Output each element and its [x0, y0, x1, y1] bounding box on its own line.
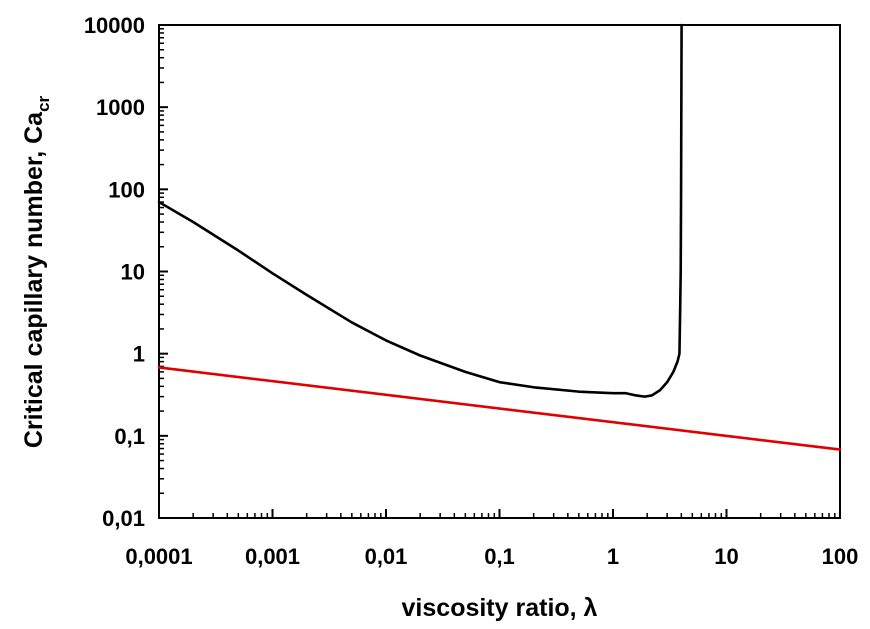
y-axis-label-subscript: cr: [34, 95, 53, 111]
x-tick-label: 0,001: [245, 544, 300, 569]
y-tick-label: 100: [108, 177, 145, 202]
y-tick-label: 0,01: [102, 506, 145, 531]
x-tick-labels: 0,0001 0,001 0,01 0,1 1 10 100: [125, 544, 858, 569]
y-tick-label: 1000: [96, 95, 145, 120]
y-tick-label: 10000: [84, 13, 145, 38]
y-tick-label: 0,1: [114, 424, 145, 449]
critical-capillary-curve: [157, 23, 683, 398]
y-axis-label: Critical capillary number, Cacr: [20, 95, 53, 448]
x-axis-label: viscosity ratio, λ: [402, 594, 598, 622]
y-tick-labels: 0,01 0,1 1 10 100 1000 10000: [84, 13, 145, 531]
series-layer: [157, 23, 842, 451]
x-tick-label: 0,01: [365, 544, 408, 569]
x-tick-label: 0,0001: [125, 544, 192, 569]
x-tick-label: 10: [714, 544, 738, 569]
x-tick-label: 100: [822, 544, 859, 569]
plot-area: [158, 24, 841, 519]
red-reference-line: [157, 366, 842, 451]
minor-ticks: [159, 28, 836, 518]
y-axis-label-main: Critical capillary number, Ca: [20, 111, 48, 448]
x-tick-label: 0,1: [484, 544, 515, 569]
major-ticks: [158, 24, 841, 519]
x-tick-label: 1: [607, 544, 619, 569]
y-tick-label: 10: [121, 260, 145, 285]
y-tick-label: 1: [133, 342, 145, 367]
